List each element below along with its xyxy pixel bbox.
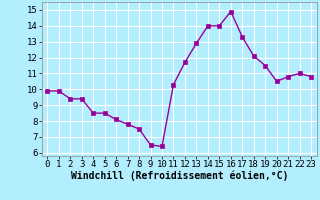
X-axis label: Windchill (Refroidissement éolien,°C): Windchill (Refroidissement éolien,°C) — [70, 171, 288, 181]
